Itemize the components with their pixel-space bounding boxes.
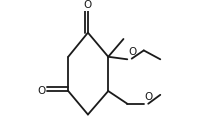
Text: O: O bbox=[128, 47, 136, 57]
Text: O: O bbox=[144, 92, 153, 102]
Text: O: O bbox=[38, 86, 46, 96]
Text: O: O bbox=[84, 0, 92, 10]
